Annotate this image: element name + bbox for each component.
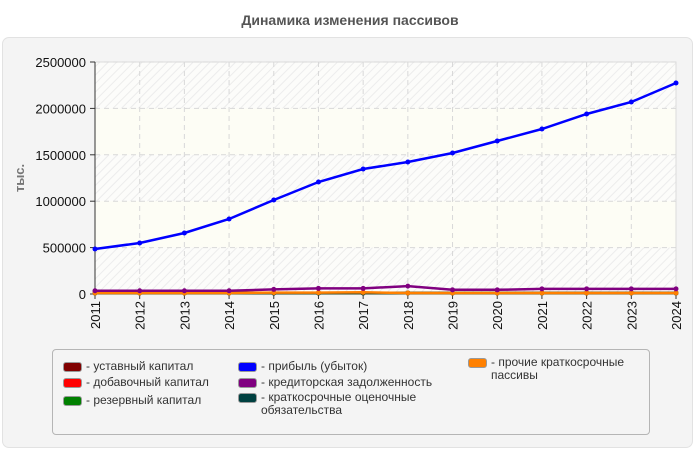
data-point[interactable]	[539, 126, 545, 132]
x-tick-label: 2014	[222, 301, 237, 330]
data-point[interactable]	[450, 287, 456, 293]
data-point[interactable]	[181, 288, 187, 294]
legend-label: - прочие краткосрочные пассивы	[491, 355, 625, 382]
series-line	[94, 81, 677, 251]
data-point[interactable]	[315, 290, 321, 296]
data-point[interactable]	[360, 166, 366, 172]
y-tick-label: 0	[79, 287, 86, 302]
x-tick-label: 2019	[446, 301, 461, 330]
x-tick-label: 2011	[88, 301, 103, 329]
legend-label: - резервный капитал	[86, 393, 202, 407]
legend-label: - краткосрочные оценочные обязательства	[261, 390, 417, 417]
data-point[interactable]	[673, 80, 679, 86]
series-line	[95, 291, 676, 295]
data-point[interactable]	[360, 289, 366, 295]
plot-area	[95, 62, 676, 294]
data-point[interactable]	[226, 288, 232, 294]
data-point[interactable]	[360, 285, 366, 291]
legend-label: - уставный капитал	[86, 359, 194, 373]
legend-item-ustavny: - уставный капитал	[63, 360, 193, 373]
legend-item-dobavochny: - добавочный капитал	[63, 376, 209, 389]
y-tick-label: 500000	[43, 241, 86, 256]
data-point[interactable]	[92, 288, 98, 294]
legend-item-prochie: - прочие краткосрочные пассивы	[468, 356, 624, 382]
legend-swatch	[468, 358, 487, 368]
x-tick-label: 2023	[624, 301, 639, 330]
data-point[interactable]	[539, 290, 545, 296]
x-tick-label: 2020	[490, 301, 505, 330]
data-point[interactable]	[226, 216, 232, 222]
y-tick-label: 1500000	[35, 148, 86, 163]
legend-item-rezervny: - резервный капитал	[63, 394, 201, 407]
legend-label: - добавочный капитал	[86, 375, 209, 389]
data-point[interactable]	[628, 286, 634, 292]
data-point[interactable]	[271, 286, 277, 292]
legend-swatch	[63, 362, 82, 372]
x-tick-label: 2012	[133, 301, 148, 330]
data-point[interactable]	[584, 111, 590, 117]
legend-swatch	[238, 362, 257, 372]
legend-swatch	[63, 396, 82, 406]
legend-swatch	[238, 378, 257, 388]
x-tick-label: 2017	[356, 301, 371, 330]
legend-label: - прибыль (убыток)	[261, 359, 368, 373]
x-tick-label: 2024	[669, 301, 684, 330]
data-point[interactable]	[315, 179, 321, 185]
data-point[interactable]	[584, 290, 590, 296]
data-point[interactable]	[181, 230, 187, 236]
x-tick-label: 2015	[267, 301, 282, 330]
data-point[interactable]	[405, 283, 411, 289]
data-point[interactable]	[450, 150, 456, 156]
data-point[interactable]	[494, 287, 500, 293]
legend-item-kreditorskaya: - кредиторская задолженность	[238, 376, 432, 389]
legend-item-ocenochnye: - краткосрочные оценочные обязательства	[238, 391, 416, 417]
x-tick-label: 2013	[177, 301, 192, 330]
x-tick-label: 2022	[580, 301, 595, 330]
y-tick-label: 2500000	[35, 55, 86, 70]
data-point[interactable]	[405, 159, 411, 165]
x-tick-label: 2021	[535, 301, 550, 330]
data-point[interactable]	[405, 290, 411, 296]
chart-legend: - уставный капитал - добавочный капитал …	[52, 349, 650, 435]
y-tick-label: 2000000	[35, 101, 86, 116]
y-axis-label: тыс.	[12, 164, 27, 192]
data-point[interactable]	[315, 285, 321, 291]
data-point[interactable]	[673, 286, 679, 292]
series-line	[95, 284, 676, 293]
chart-title: Динамика изменения пассивов	[241, 12, 459, 28]
data-point[interactable]	[494, 138, 500, 144]
data-point[interactable]	[584, 286, 590, 292]
data-point[interactable]	[92, 246, 98, 252]
data-point[interactable]	[271, 197, 277, 203]
legend-swatch	[238, 393, 257, 403]
legend-label: - кредиторская задолженность	[261, 375, 433, 389]
data-point[interactable]	[137, 288, 143, 294]
legend-item-pribyl: - прибыль (убыток)	[238, 360, 367, 373]
data-point[interactable]	[628, 99, 634, 105]
y-tick-label: 1000000	[35, 194, 86, 209]
data-point[interactable]	[673, 290, 679, 296]
x-tick-label: 2018	[401, 301, 416, 330]
data-point[interactable]	[628, 290, 634, 296]
data-point[interactable]	[539, 286, 545, 292]
legend-swatch	[63, 378, 82, 388]
data-point[interactable]	[137, 240, 143, 246]
x-tick-label: 2016	[311, 301, 326, 330]
